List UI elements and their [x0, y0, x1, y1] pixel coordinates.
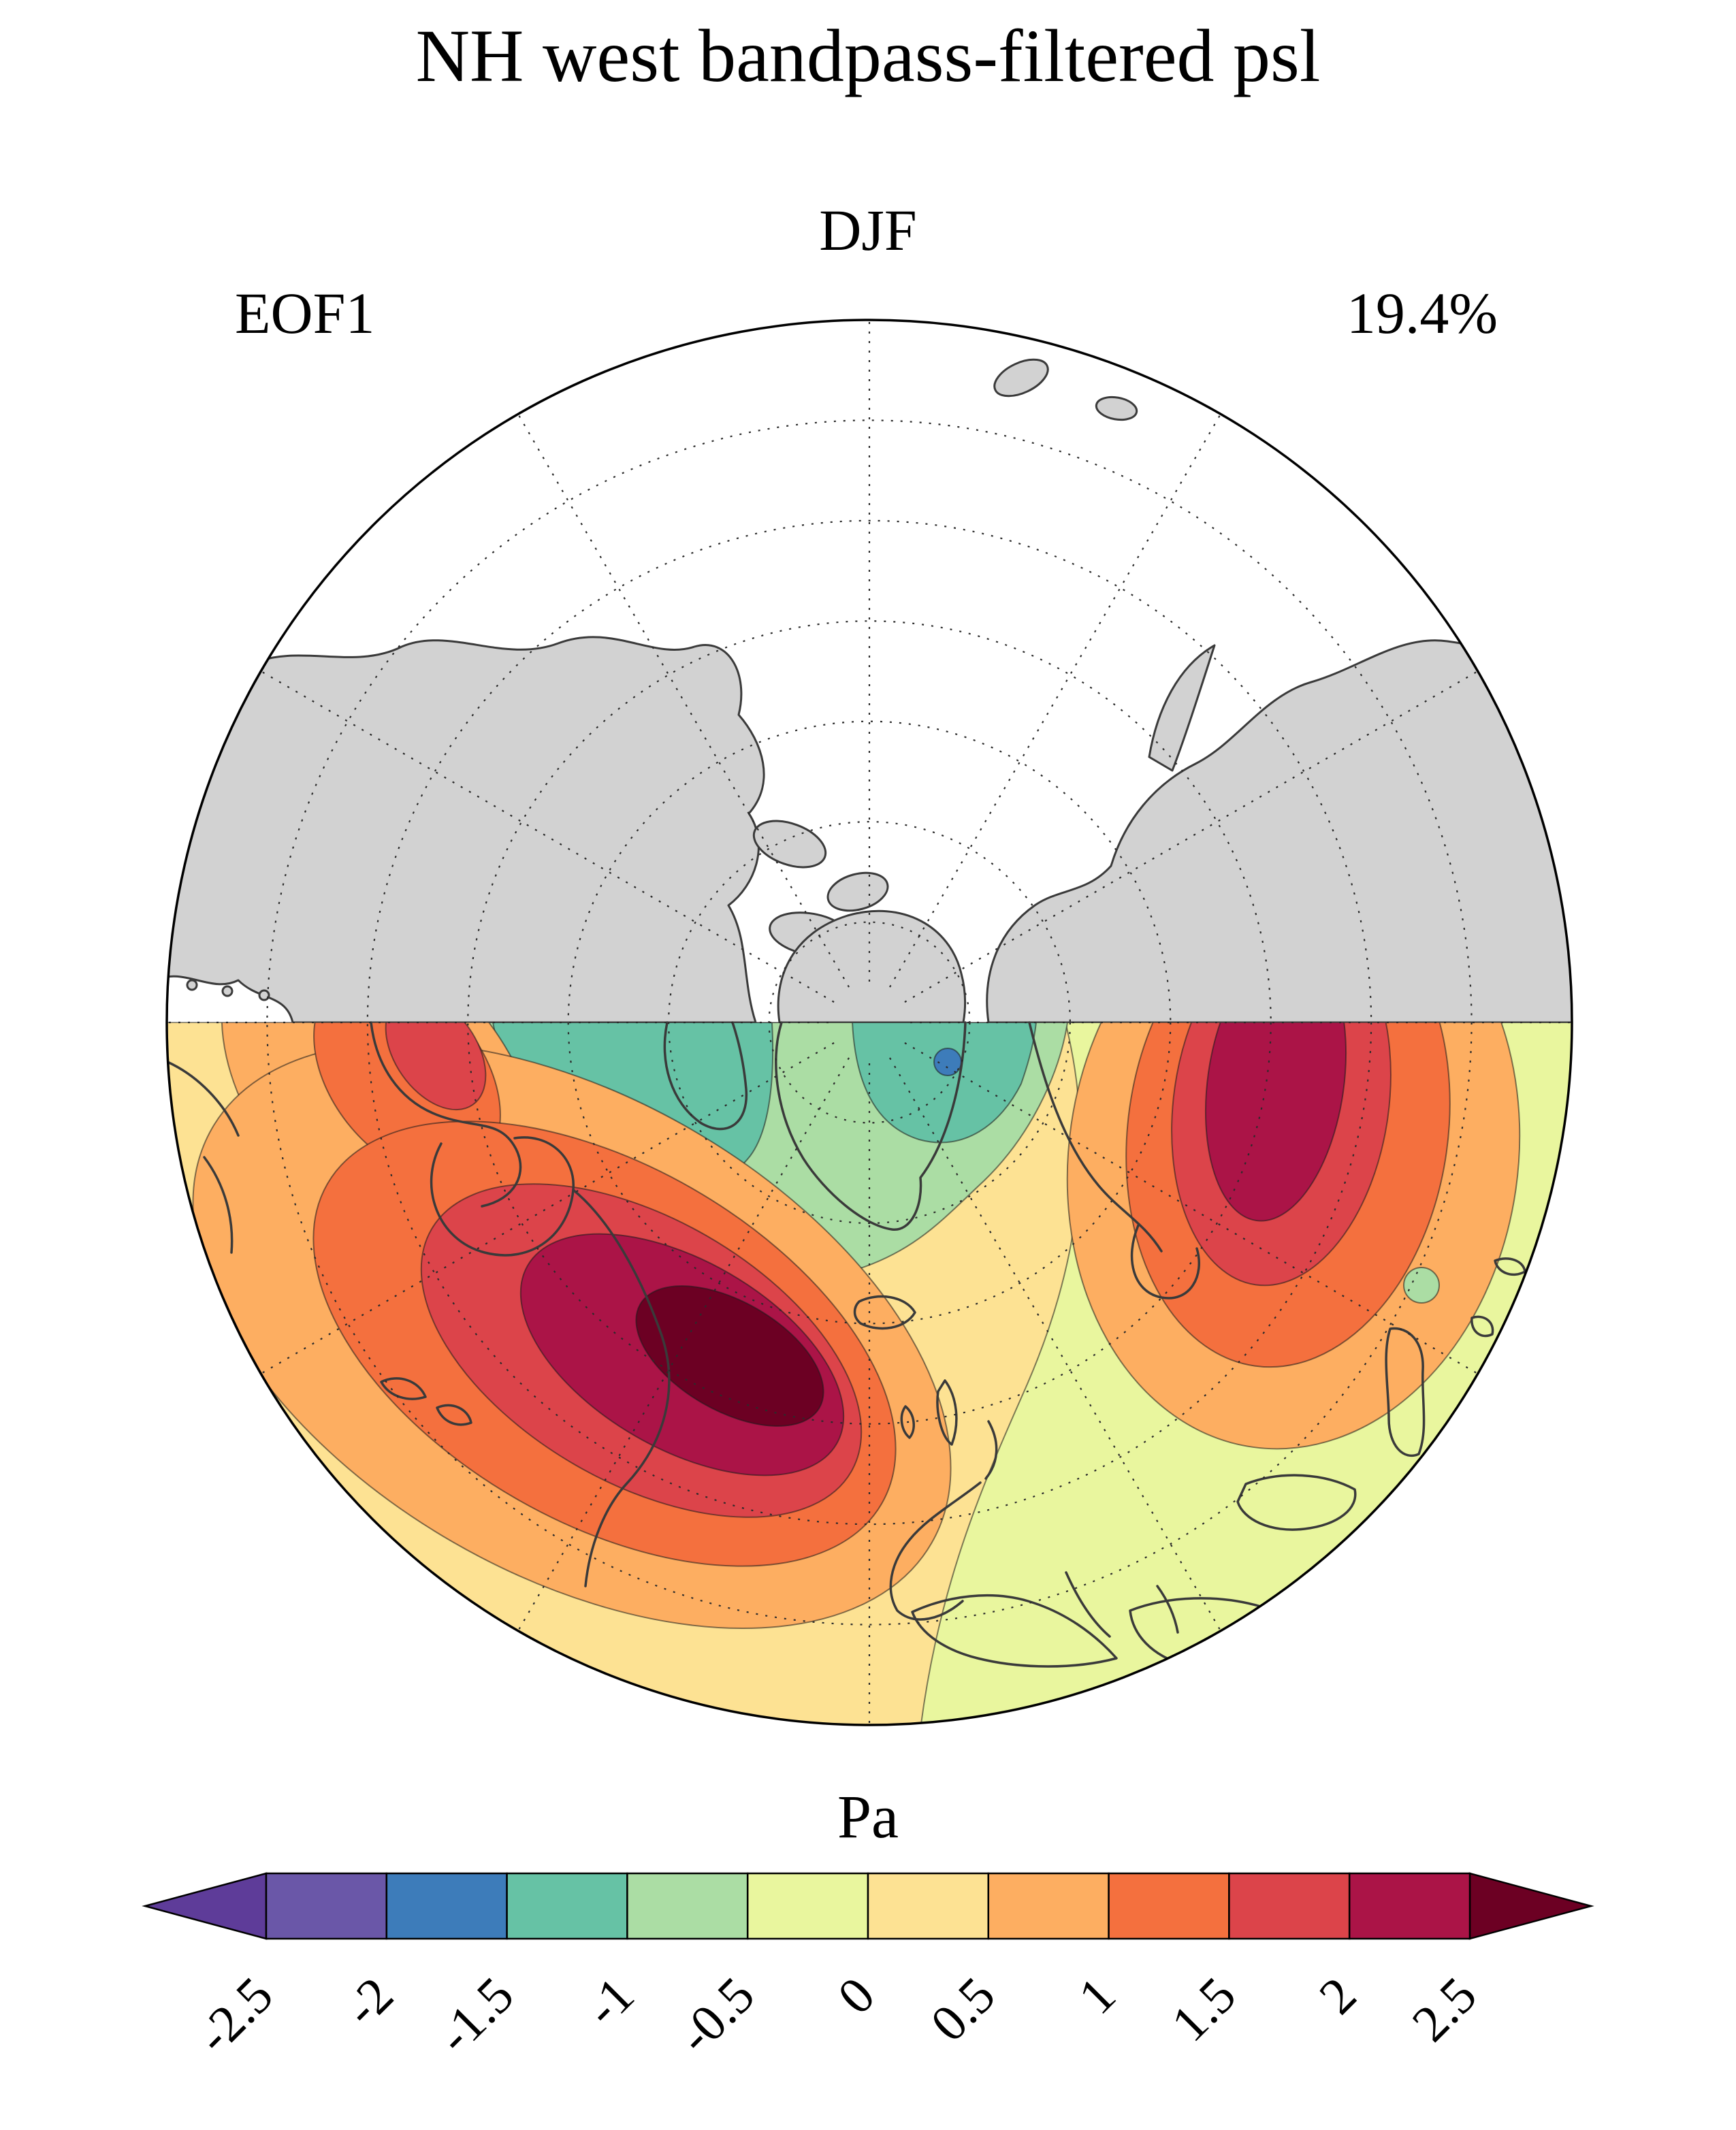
- season-label: DJF: [819, 197, 917, 263]
- colorbar: -2.5 -2 -1.5 -1 -0.5 0 0.5 1 1.5 2 2.5: [142, 1872, 1594, 2065]
- coastline-greenland: [775, 1021, 967, 1231]
- colorbar-segment: [867, 1872, 990, 1940]
- map-boundary-circle: [165, 319, 1573, 1726]
- graticule-latitude-circle: [366, 519, 1372, 1526]
- coastline-hudson-bay: [430, 1136, 575, 1257]
- eof-label: EOF1: [235, 280, 375, 346]
- eurasia-negative-spot: [1403, 1267, 1440, 1304]
- colorbar-tick-label: -0.5: [667, 1967, 765, 2065]
- graticule-latitude-circle: [567, 720, 1172, 1325]
- coastline-north-sea: [984, 1420, 998, 1480]
- colorbar-segment: [1228, 1872, 1351, 1940]
- colorbar-tick-label: 0: [827, 1967, 886, 2025]
- graticule-latitude-circle: [467, 620, 1272, 1425]
- land-aleutian-islet: [258, 989, 270, 1001]
- contour-field: [167, 1022, 1572, 1725]
- coastline-pacific-northwest: [203, 1156, 234, 1254]
- land-novaya-zemlya: [1148, 644, 1216, 772]
- colorbar-tick-label: -2: [334, 1967, 404, 2037]
- colorbar-over-arrow: [1468, 1872, 1594, 1940]
- coastline-iceland: [853, 1295, 916, 1330]
- land-north-america: [167, 636, 765, 1022]
- coastline-lake-balkhash: [1494, 1257, 1526, 1276]
- coastline-italy: [1065, 1571, 1111, 1638]
- colorbar-tick-label: 0.5: [920, 1967, 1006, 2053]
- coastline-caspian-sea: [1385, 1327, 1426, 1457]
- land-svalbard: [993, 358, 1049, 398]
- colorbar-tick-label: 2: [1308, 1967, 1367, 2025]
- colorbar-tick-label: 1.5: [1161, 1967, 1247, 2053]
- colorbar-segment: [1348, 1872, 1471, 1940]
- eurasia-positive-core: [1204, 1022, 1347, 1222]
- colorbar-title: Pa: [837, 1784, 899, 1851]
- colorbar-tick-label: 1: [1067, 1967, 1126, 2025]
- coastline-greece: [1156, 1585, 1179, 1634]
- colorbar-tick-label: -1: [574, 1967, 645, 2037]
- variance-label: 19.4%: [1346, 280, 1498, 346]
- coastline-iberia: [889, 1481, 982, 1621]
- land-aleutian-islet: [221, 985, 234, 997]
- coastline-baltic: [1130, 1224, 1200, 1300]
- coastline-scandinavia: [1028, 1021, 1163, 1253]
- land-polar-island: [1095, 396, 1138, 421]
- colorbar-under-arrow: [142, 1872, 268, 1940]
- land-arctic-island: [752, 820, 827, 869]
- graticule-latitude-circle: [668, 821, 1071, 1224]
- masked-land: [151, 228, 1572, 1022]
- colorbar-segment: [385, 1872, 508, 1940]
- land-aleutian-islet: [186, 979, 198, 991]
- coastline-canada: [370, 1021, 522, 1208]
- coastline-britain: [936, 1379, 958, 1446]
- coastline-great-lakes: [436, 1404, 472, 1426]
- colorbar-tick-label: -1.5: [426, 1967, 524, 2065]
- land-polar-island: [718, 241, 759, 270]
- coastline-red-sea: [1306, 1680, 1370, 1725]
- colorbar-segment: [506, 1872, 628, 1940]
- land-polar-island: [786, 228, 814, 242]
- coastline-black-sea: [1236, 1474, 1357, 1531]
- colorbar-tick-label: 2.5: [1401, 1967, 1488, 2053]
- land-siberian-island: [1311, 337, 1401, 374]
- land-aleutian-islet: [151, 969, 162, 980]
- colorbar-tick-label: -2.5: [186, 1967, 284, 2065]
- graticule-latitude-circle: [768, 921, 971, 1124]
- coastline-great-lakes: [380, 1377, 427, 1400]
- coastline-aral-sea: [1470, 1315, 1494, 1338]
- land-eurasia: [986, 639, 1572, 1022]
- colorbar-segment: [987, 1872, 1110, 1940]
- colorbar-segment: [265, 1872, 388, 1940]
- coastline-ireland: [900, 1405, 915, 1439]
- figure-title: NH west bandpass-filtered psl: [415, 14, 1321, 97]
- colorbar-segment: [1108, 1872, 1230, 1940]
- coastline-alaska: [167, 1061, 240, 1137]
- atlantic-positive-core: [635, 1285, 824, 1427]
- arctic-negative-east-lobe: [851, 1022, 1038, 1144]
- land-arctic-island: [826, 871, 889, 912]
- land-siberian-island: [1421, 320, 1476, 344]
- colorbar-segment: [626, 1872, 749, 1940]
- coastline-baffin: [663, 1021, 748, 1131]
- graticule-latitude-circle: [266, 419, 1473, 1626]
- graticule: [167, 320, 1572, 1725]
- land-siberian-island: [1222, 320, 1294, 342]
- coastline-west-mediterranean: [911, 1594, 1118, 1668]
- coastline-us-east: [572, 1189, 671, 1587]
- colorbar-segment: [746, 1872, 869, 1940]
